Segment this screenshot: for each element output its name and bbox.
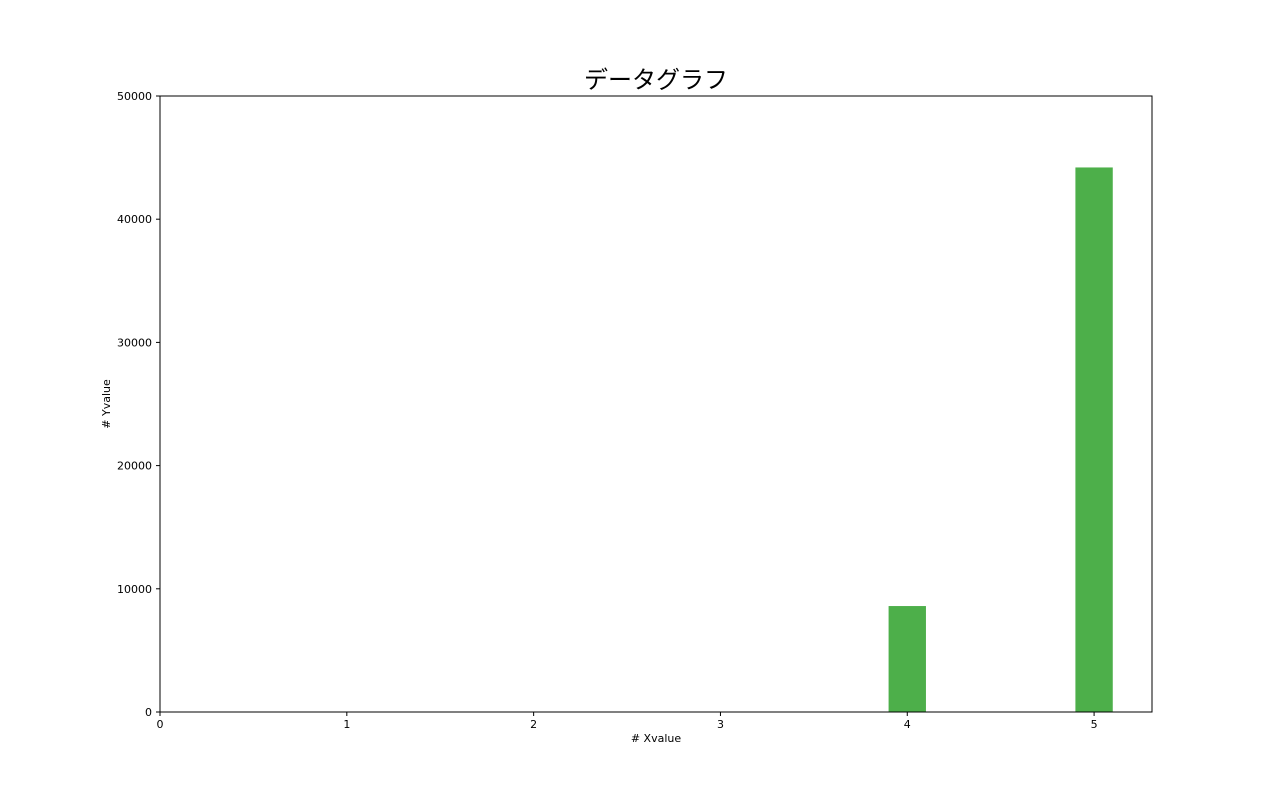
bar-5 — [1075, 167, 1113, 712]
y-axis: 0 10000 20000 30000 40000 50000 — [117, 90, 160, 719]
x-tick-label: 4 — [904, 718, 911, 731]
x-tick-label: 0 — [157, 718, 164, 731]
y-tick-label: 20000 — [117, 460, 152, 473]
y-tick-label: 30000 — [117, 336, 152, 349]
x-tick-label: 1 — [343, 718, 350, 731]
x-axis-label: # Xvalue — [631, 732, 682, 745]
plot-frame — [159, 95, 1153, 713]
x-tick-label: 5 — [1091, 718, 1098, 731]
x-axis: 0 1 2 3 4 5 — [157, 712, 1098, 731]
y-tick-label: 40000 — [117, 213, 152, 226]
bar-4 — [888, 606, 926, 712]
chart-title: データグラフ — [584, 66, 728, 94]
y-tick-label: 10000 — [117, 583, 152, 596]
bars-group — [888, 167, 1113, 712]
x-tick-label: 3 — [717, 718, 724, 731]
y-tick-label: 50000 — [117, 90, 152, 103]
y-axis-label: # Yvalue — [100, 379, 113, 429]
x-tick-label: 2 — [530, 718, 537, 731]
y-tick-label: 0 — [145, 706, 152, 719]
